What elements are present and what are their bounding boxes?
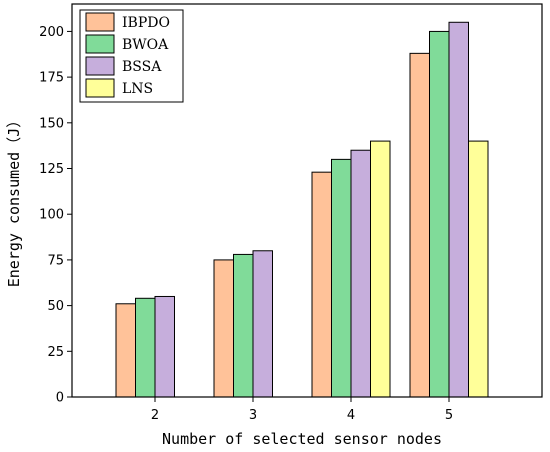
bar-bssa-2 xyxy=(154,295,175,398)
legend-label-lns: LNS xyxy=(122,81,153,97)
y-tick-label: 25 xyxy=(47,345,64,360)
bar-bwoa-3 xyxy=(233,253,254,398)
bar-ibpdo-5 xyxy=(409,52,430,398)
bar-bssa-3 xyxy=(252,250,273,398)
bar-lns-5 xyxy=(468,140,489,398)
y-tick-label: 50 xyxy=(47,299,64,314)
y-tick-label: 125 xyxy=(39,162,64,177)
bar-bwoa-5 xyxy=(429,30,450,398)
legend-swatch-ibpdo xyxy=(85,12,115,32)
bar-ibpdo-4 xyxy=(311,171,332,398)
x-axis-label: Number of selected sensor nodes xyxy=(162,430,442,448)
legend-label-ibpdo: IBPDO xyxy=(122,15,170,31)
bar-lns-4 xyxy=(370,140,391,398)
y-tick-label: 100 xyxy=(39,208,64,223)
y-tick-label: 0 xyxy=(56,391,64,406)
y-tick-label: 75 xyxy=(47,253,64,268)
legend-label-bssa: BSSA xyxy=(122,59,162,75)
legend-swatch-bwoa xyxy=(85,34,115,54)
bar-bssa-5 xyxy=(448,21,469,398)
bar-bwoa-4 xyxy=(331,158,352,398)
x-tick-label: 2 xyxy=(151,408,159,423)
x-axis: 2 3 4 5 xyxy=(151,397,453,423)
y-tick-label: 200 xyxy=(39,25,64,40)
x-tick-label: 3 xyxy=(249,408,257,423)
x-tick-label: 4 xyxy=(347,408,355,423)
legend: IBPDO BWOA BSSA LNS xyxy=(79,9,184,103)
y-axis: 0 25 50 75 100 125 150 175 200 xyxy=(39,25,72,406)
x-tick-label: 5 xyxy=(445,408,453,423)
y-axis-label: Energy consumed（J） xyxy=(5,113,23,288)
bar-ibpdo-2 xyxy=(115,303,136,398)
y-tick-label: 175 xyxy=(39,71,64,86)
legend-swatch-lns xyxy=(85,78,115,98)
bar-ibpdo-3 xyxy=(213,259,234,398)
plot-frame xyxy=(71,3,543,398)
bar-bssa-4 xyxy=(350,149,371,398)
y-tick-label: 150 xyxy=(39,116,64,131)
bar-bwoa-2 xyxy=(135,297,156,398)
legend-label-bwoa: BWOA xyxy=(122,37,169,53)
legend-swatch-bssa xyxy=(85,56,115,76)
